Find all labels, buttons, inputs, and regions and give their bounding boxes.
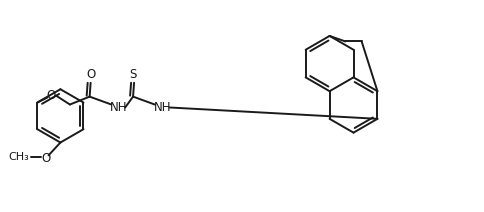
Text: NH: NH [109, 101, 127, 114]
Text: O: O [86, 68, 95, 81]
Text: CH₃: CH₃ [9, 152, 30, 162]
Text: S: S [129, 68, 137, 81]
Text: NH: NH [154, 101, 171, 114]
Text: O: O [46, 89, 56, 102]
Text: O: O [41, 152, 50, 165]
